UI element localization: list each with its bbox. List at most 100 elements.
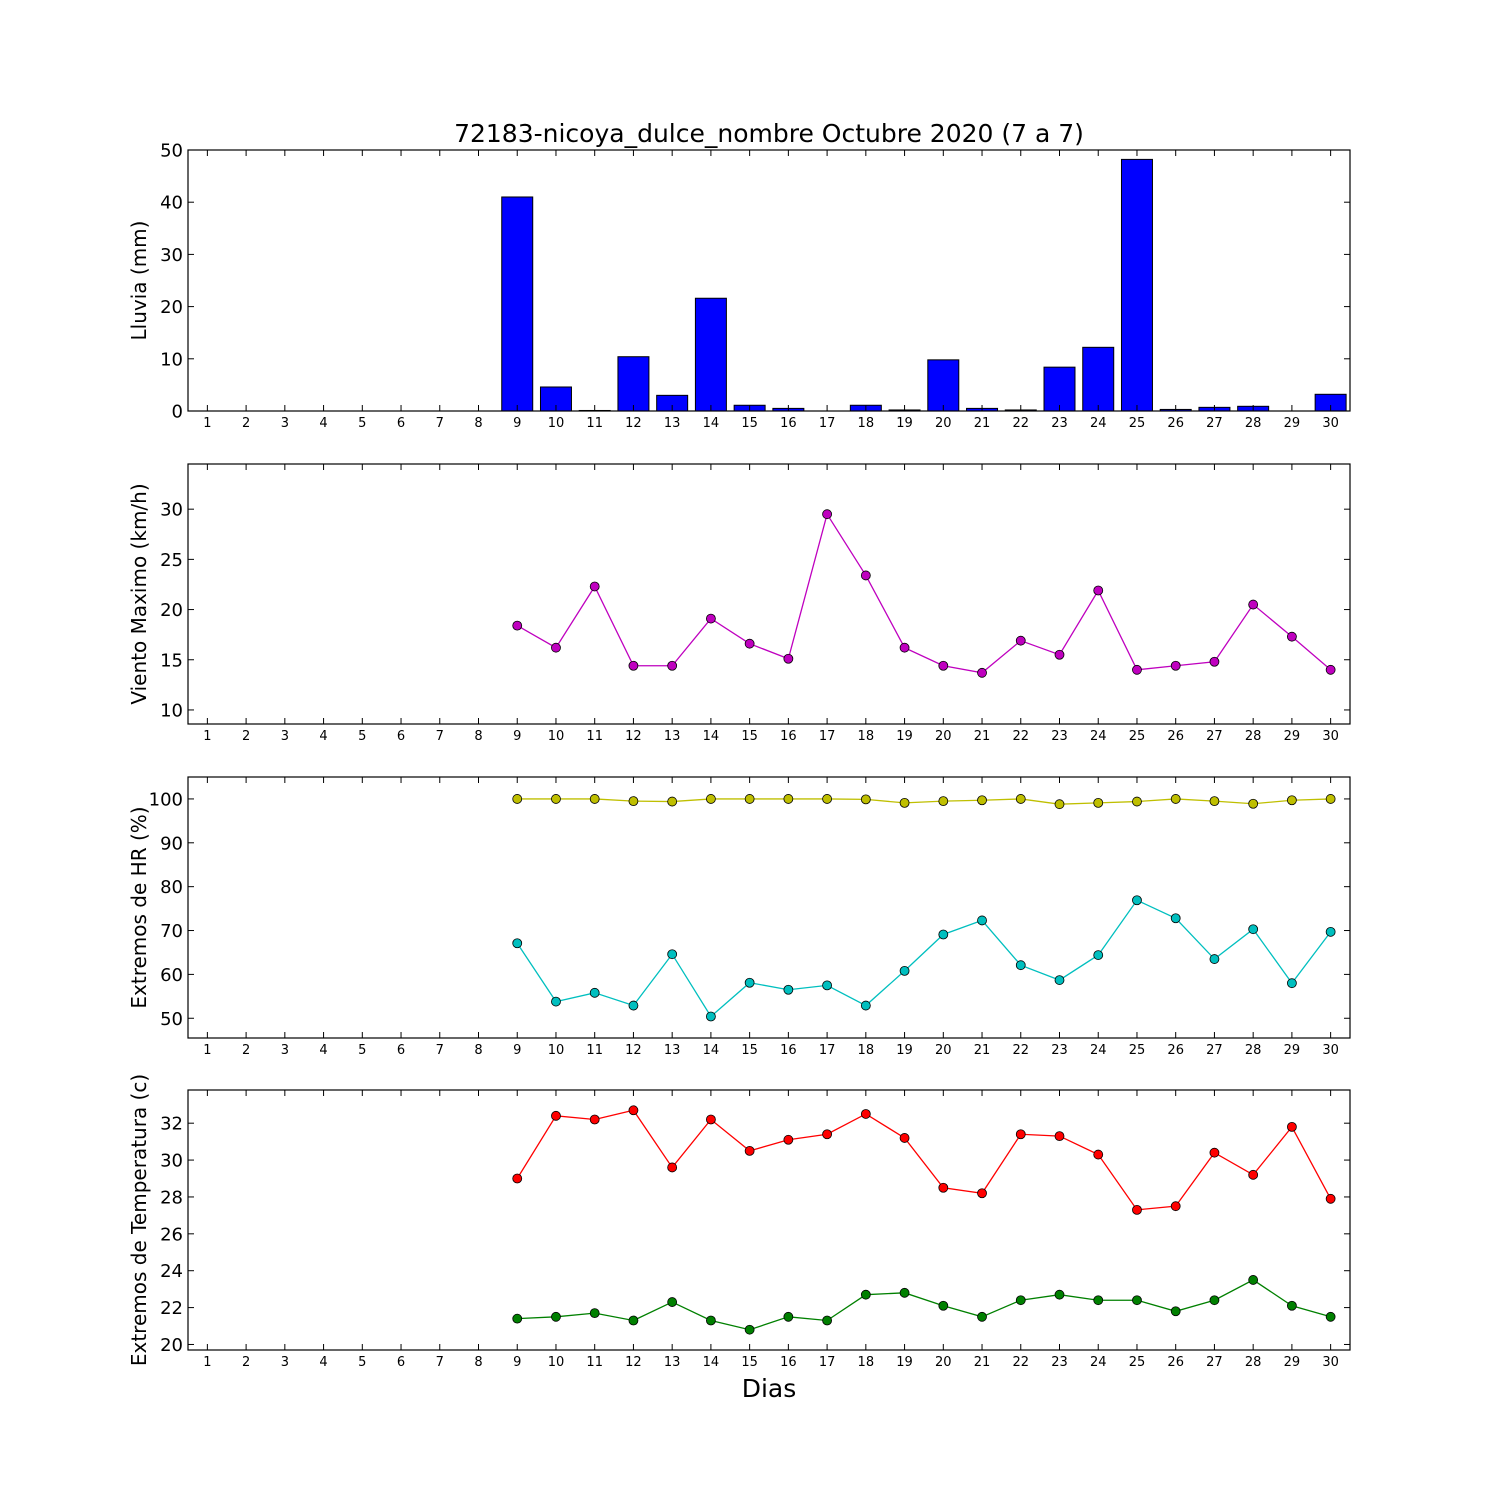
xtick-label: 30 — [1322, 1043, 1339, 1058]
point-s0-day-17 — [822, 1129, 832, 1140]
point-s0-day-20 — [938, 1182, 949, 1193]
point-s0-day-22 — [1015, 794, 1026, 804]
point-s0-day-12 — [628, 796, 639, 807]
point-s0-day-15 — [744, 1145, 755, 1156]
xtick-label: 10 — [548, 416, 565, 431]
xtick-label: 16 — [780, 416, 797, 431]
xtick-label: 13 — [664, 416, 681, 431]
point-s1-day-21 — [977, 915, 987, 926]
xtick-label: 6 — [397, 416, 405, 431]
point-s0-day-22 — [1015, 635, 1026, 646]
point-s1-day-17 — [822, 1315, 832, 1326]
xtick-label: 19 — [896, 416, 913, 431]
point-s1-day-10 — [551, 1311, 561, 1322]
xtick-label: 10 — [548, 729, 565, 744]
xtick-label: 18 — [858, 729, 875, 744]
point-s0-day-26 — [1170, 794, 1181, 804]
xtick-label: 16 — [780, 1043, 797, 1058]
xtick-label: 16 — [780, 1355, 797, 1370]
xtick-label: 14 — [703, 1043, 720, 1058]
point-s0-day-30 — [1325, 794, 1336, 804]
point-s1-day-19 — [899, 1287, 910, 1298]
point-s0-day-16 — [783, 1134, 794, 1145]
xtick-label: 16 — [780, 729, 797, 744]
xtick-label: 27 — [1206, 416, 1223, 431]
xtick-label: 14 — [703, 1355, 720, 1370]
y-axis-label: Extremos de HR (%) — [127, 806, 151, 1008]
xtick-label: 27 — [1206, 1043, 1223, 1058]
point-s1-day-18 — [860, 1000, 871, 1011]
point-s0-day-14 — [706, 794, 716, 804]
ytick-label: 20 — [160, 600, 183, 621]
point-s0-day-9 — [512, 1173, 523, 1184]
xtick-label: 5 — [358, 729, 366, 744]
xtick-label: 21 — [974, 416, 991, 431]
point-s1-day-22 — [1015, 960, 1026, 971]
xtick-label: 25 — [1129, 729, 1146, 744]
xtick-label: 4 — [319, 729, 327, 744]
point-s0-day-16 — [783, 653, 794, 664]
ytick-label: 15 — [160, 650, 183, 671]
xtick-label: 23 — [1051, 1043, 1068, 1058]
point-s1-day-21 — [977, 1311, 987, 1322]
xtick-label: 11 — [586, 1355, 603, 1370]
series-line-1 — [517, 1279, 1331, 1331]
xtick-label: 6 — [397, 729, 405, 744]
xtick-label: 1 — [203, 1355, 211, 1370]
xtick-label: 12 — [625, 729, 642, 744]
ytick-label: 80 — [160, 877, 183, 898]
xtick-label: 23 — [1051, 729, 1068, 744]
point-s0-day-13 — [667, 1162, 678, 1173]
point-s0-day-29 — [1287, 631, 1297, 642]
xtick-label: 29 — [1284, 416, 1301, 431]
xtick-label: 15 — [741, 416, 758, 431]
xtick-label: 7 — [436, 1043, 444, 1058]
xtick-label: 20 — [935, 1043, 952, 1058]
point-s0-day-28 — [1248, 1169, 1259, 1180]
series-line-0 — [516, 512, 1332, 674]
xtick-label: 1 — [203, 729, 211, 744]
ytick-label: 26 — [160, 1224, 183, 1245]
point-s0-day-24 — [1093, 585, 1104, 596]
ytick-label: 60 — [160, 965, 183, 986]
point-s1-day-28 — [1248, 1275, 1259, 1285]
xtick-label: 19 — [896, 729, 913, 744]
plot-area — [512, 1105, 1336, 1335]
xtick-label: 10 — [548, 1355, 565, 1370]
xtick-label: 6 — [397, 1355, 405, 1370]
point-s1-day-22 — [1015, 1295, 1026, 1306]
xtick-label: 12 — [625, 1043, 642, 1058]
ytick-label: 20 — [160, 297, 183, 318]
point-s0-day-25 — [1132, 664, 1142, 675]
series-line-0 — [516, 1109, 1332, 1211]
point-s0-day-11 — [589, 581, 600, 592]
xtick-label: 15 — [741, 729, 758, 744]
plot-area — [512, 509, 1336, 678]
ytick-label: 90 — [160, 833, 183, 854]
xtick-label: 17 — [819, 1355, 836, 1370]
ytick-label: 10 — [160, 349, 183, 370]
ytick-label: 10 — [160, 700, 183, 721]
point-s0-day-12 — [628, 660, 639, 671]
xtick-label: 15 — [741, 1355, 758, 1370]
x-axis-label: Dias — [742, 1374, 797, 1403]
point-s0-day-23 — [1054, 799, 1065, 810]
xtick-label: 11 — [586, 416, 603, 431]
xtick-label: 17 — [819, 729, 836, 744]
point-s0-day-21 — [977, 795, 987, 806]
point-s0-day-19 — [899, 797, 910, 808]
point-s0-day-26 — [1170, 660, 1181, 671]
point-s0-day-11 — [589, 794, 600, 804]
axes-frame — [187, 1089, 1351, 1351]
xtick-label: 30 — [1322, 1355, 1339, 1370]
axes-frame — [187, 149, 1351, 412]
point-s0-day-25 — [1132, 1204, 1142, 1215]
point-s0-day-28 — [1248, 798, 1259, 809]
xtick-label: 26 — [1167, 729, 1184, 744]
point-s0-day-29 — [1287, 1121, 1297, 1132]
xtick-label: 4 — [319, 1355, 327, 1370]
bar-day-25 — [1120, 158, 1153, 411]
point-s1-day-11 — [589, 987, 600, 998]
point-s1-day-18 — [860, 1289, 871, 1300]
ytick-label: 28 — [160, 1187, 183, 1208]
